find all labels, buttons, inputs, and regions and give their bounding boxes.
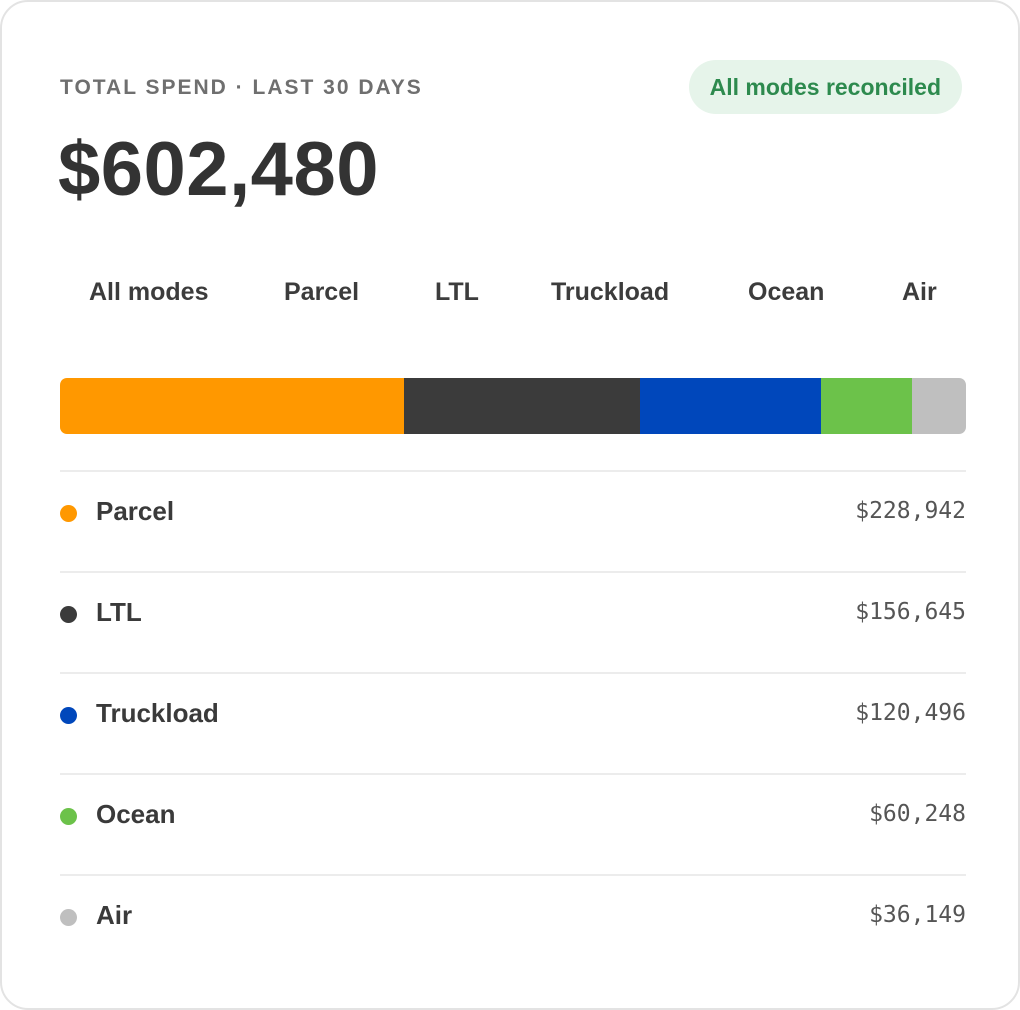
mode-row-air: Air $36,149 bbox=[60, 874, 966, 975]
mode-row-parcel: Parcel $228,942 bbox=[60, 470, 966, 571]
air-color-dot bbox=[60, 909, 77, 926]
mode-row-ltl: LTL $156,645 bbox=[60, 571, 966, 672]
mode-label: LTL bbox=[96, 597, 142, 627]
tab-ltl[interactable]: LTL bbox=[435, 278, 479, 306]
total-spend-value: $602,480 bbox=[58, 127, 379, 212]
tab-parcel[interactable]: Parcel bbox=[284, 278, 360, 306]
tab-all-modes[interactable]: All modes bbox=[89, 278, 209, 306]
mode-label: Air bbox=[96, 900, 133, 930]
ltl-color-dot bbox=[60, 606, 77, 623]
mode-tabs: All modes Parcel LTL Truckload Ocean Air bbox=[60, 278, 966, 322]
mode-label: Ocean bbox=[96, 799, 176, 829]
mode-amount: $60,248 bbox=[869, 801, 966, 827]
bar-segment-ocean bbox=[821, 378, 912, 434]
tab-air[interactable]: Air bbox=[902, 278, 937, 306]
tab-truckload[interactable]: Truckload bbox=[551, 278, 670, 306]
bar-segment-ltl bbox=[404, 378, 640, 434]
mode-amount: $228,942 bbox=[855, 498, 966, 524]
spend-share-bar bbox=[60, 378, 966, 434]
bar-segment-air bbox=[911, 378, 966, 434]
tab-ocean[interactable]: Ocean bbox=[748, 278, 825, 306]
mode-breakdown-list: Parcel $228,942 LTL $156,645 Truckload $… bbox=[60, 470, 966, 975]
mode-label: Parcel bbox=[96, 496, 175, 526]
mode-amount: $120,496 bbox=[855, 700, 966, 726]
card-eyebrow: TOTAL SPEND · LAST 30 DAYS bbox=[60, 76, 423, 99]
mode-label: Truckload bbox=[96, 698, 219, 728]
mode-amount: $156,645 bbox=[855, 599, 966, 625]
status-badge: All modes reconciled bbox=[688, 60, 962, 114]
truckload-color-dot bbox=[60, 707, 77, 724]
ocean-color-dot bbox=[60, 808, 77, 825]
bar-segment-truckload bbox=[639, 378, 821, 434]
parcel-color-dot bbox=[60, 505, 77, 522]
mode-row-ocean: Ocean $60,248 bbox=[60, 773, 966, 874]
bar-segment-parcel bbox=[60, 378, 405, 434]
mode-amount: $36,149 bbox=[869, 902, 966, 928]
mode-row-truckload: Truckload $120,496 bbox=[60, 672, 966, 773]
